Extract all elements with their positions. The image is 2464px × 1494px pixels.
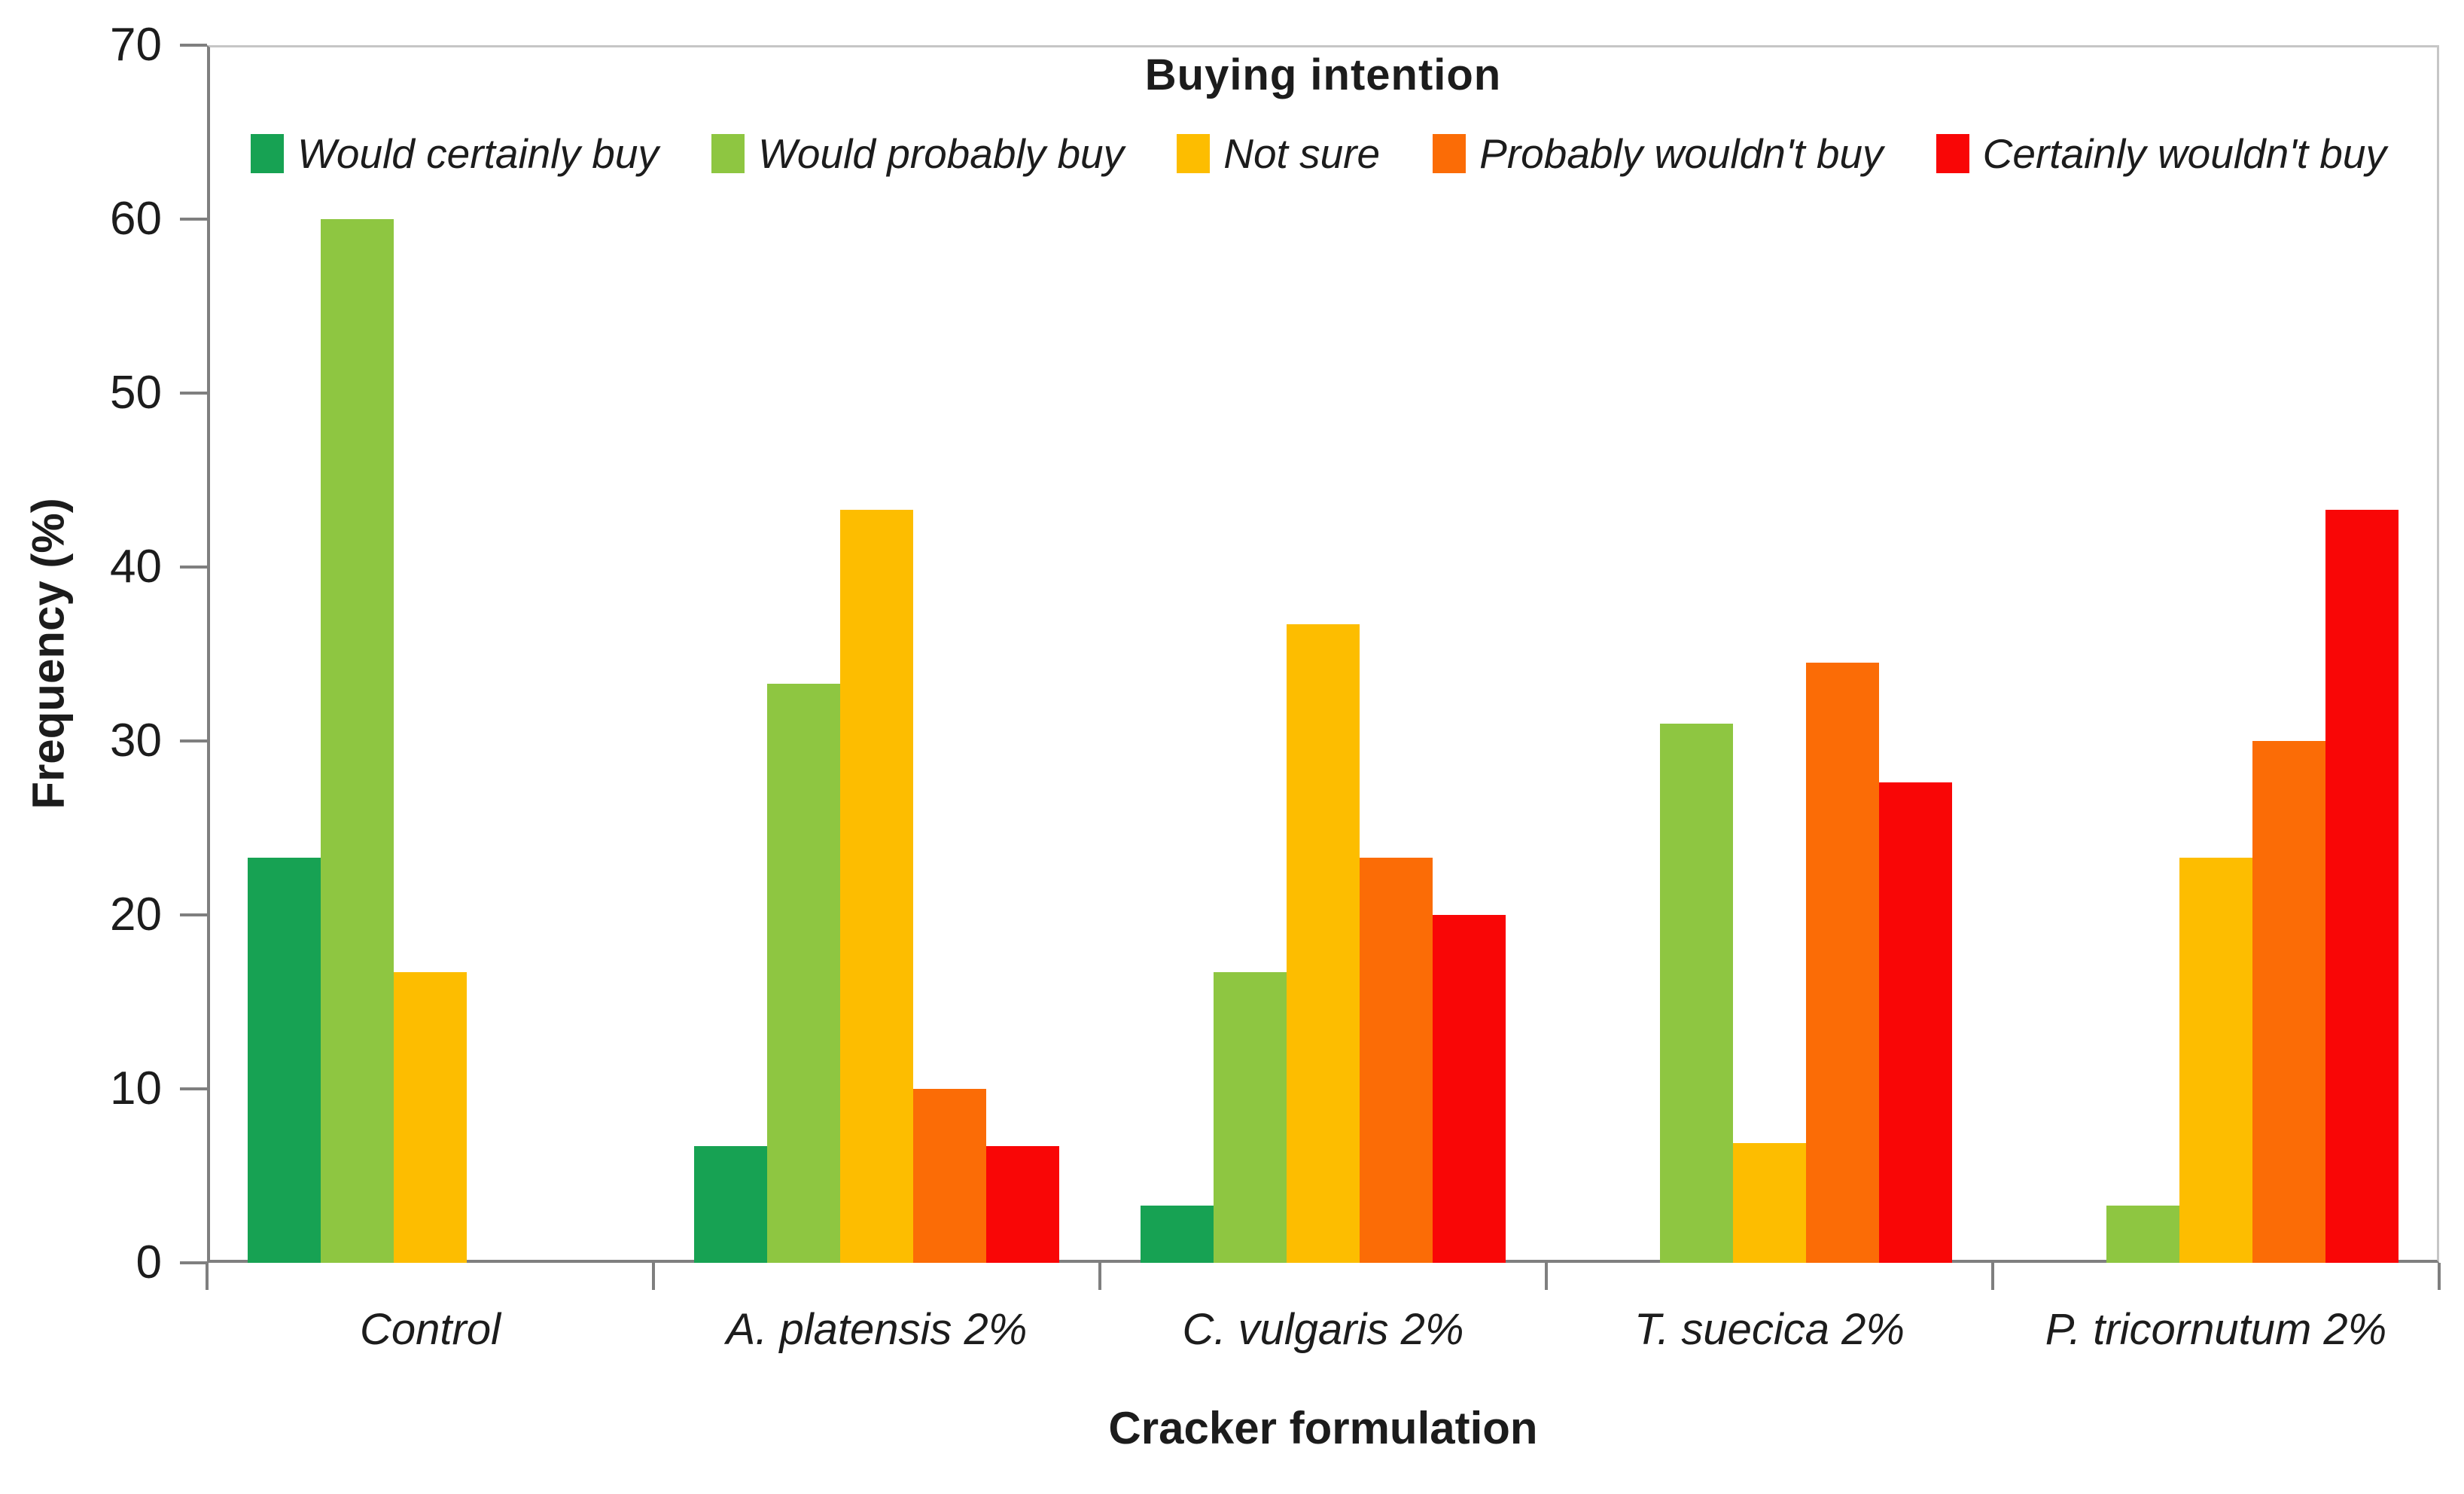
bar-would-probably-buy-p-tricornutum-2 <box>2106 1205 2179 1263</box>
x-tick-mark-0 <box>206 1263 209 1290</box>
bar-would-probably-buy-control <box>321 219 394 1263</box>
legend: Would certainly buy Would probably buy Not… <box>207 130 2439 178</box>
y-tick-label-30: 30 <box>110 715 162 767</box>
bar-certainly-wouldn-t-buy-p-tricornutum-2 <box>2325 509 2399 1263</box>
bar-would-probably-buy-c-vulgaris-2 <box>1214 972 1287 1263</box>
legend-swatch-icon <box>251 134 284 173</box>
legend-item-certainly-wouldn-t-buy: Certainly wouldn't buy <box>1936 130 2386 178</box>
legend-item-would-probably-buy: Would probably buy <box>711 130 1124 178</box>
x-tick-mark-2 <box>1098 1263 1101 1290</box>
legend-item-would-certainly-buy: Would certainly buy <box>251 130 659 178</box>
y-tick-label-0: 0 <box>136 1236 162 1288</box>
bar-not-sure-p-tricornutum-2 <box>2179 857 2252 1263</box>
legend-label: Probably wouldn't buy <box>1479 130 1884 177</box>
y-tick-mark-40 <box>180 566 207 569</box>
x-category-label-control: Control <box>360 1305 501 1354</box>
x-tick-mark-4 <box>1991 1263 1994 1290</box>
x-category-label-a-platensis-2: A. platensis 2% <box>726 1305 1028 1354</box>
y-tick-label-20: 20 <box>110 889 162 941</box>
x-tick-mark-5 <box>2438 1263 2441 1290</box>
y-tick-label-40: 40 <box>110 541 162 593</box>
bar-probably-wouldn-t-buy-c-vulgaris-2 <box>1360 857 1433 1263</box>
bar-would-certainly-buy-c-vulgaris-2 <box>1141 1205 1214 1263</box>
y-tick-mark-60 <box>180 218 207 221</box>
y-tick-label-60: 60 <box>110 193 162 245</box>
x-category-label-p-tricornutum-2: P. tricornutum 2% <box>2045 1305 2387 1354</box>
y-tick-mark-20 <box>180 913 207 916</box>
y-tick-mark-70 <box>180 44 207 47</box>
y-tick-label-10: 10 <box>110 1063 162 1114</box>
legend-item-probably-wouldn-t-buy: Probably wouldn't buy <box>1433 130 1884 178</box>
bar-certainly-wouldn-t-buy-c-vulgaris-2 <box>1433 915 1506 1263</box>
bar-not-sure-control <box>394 972 467 1263</box>
bar-not-sure-c-vulgaris-2 <box>1287 624 1360 1263</box>
y-tick-mark-0 <box>180 1261 207 1264</box>
y-tick-mark-10 <box>180 1087 207 1090</box>
x-category-label-t-suecica-2: T. suecica 2% <box>1634 1305 1905 1354</box>
bar-would-certainly-buy-a-platensis-2 <box>694 1146 767 1263</box>
y-tick-label-50: 50 <box>110 367 162 419</box>
legend-label: Not sure <box>1223 130 1381 177</box>
bar-would-probably-buy-a-platensis-2 <box>767 683 840 1263</box>
y-tick-mark-30 <box>180 739 207 742</box>
legend-swatch-icon <box>711 134 745 173</box>
legend-swatch-icon <box>1177 134 1211 173</box>
y-tick-mark-50 <box>180 392 207 395</box>
bar-probably-wouldn-t-buy-p-tricornutum-2 <box>2252 741 2325 1263</box>
legend-item-not-sure: Not sure <box>1177 130 1380 178</box>
y-tick-label-70: 70 <box>110 19 162 71</box>
legend-swatch-icon <box>1936 134 1969 173</box>
x-category-label-c-vulgaris-2: C. vulgaris 2% <box>1182 1305 1464 1354</box>
legend-label: Would probably buy <box>758 130 1125 177</box>
legend-label: Certainly wouldn't buy <box>1982 130 2386 177</box>
bar-certainly-wouldn-t-buy-a-platensis-2 <box>986 1146 1059 1263</box>
bar-not-sure-t-suecica-2 <box>1733 1142 1806 1263</box>
legend-swatch-icon <box>1433 134 1467 173</box>
x-tick-mark-3 <box>1545 1263 1548 1290</box>
x-tick-mark-1 <box>652 1263 655 1290</box>
x-axis-title: Cracker formulation <box>1108 1403 1538 1453</box>
bar-would-certainly-buy-control <box>248 857 321 1263</box>
chart-title: Buying intention <box>1144 50 1502 99</box>
bar-probably-wouldn-t-buy-t-suecica-2 <box>1806 663 1879 1263</box>
bar-certainly-wouldn-t-buy-t-suecica-2 <box>1879 782 1952 1263</box>
bar-would-probably-buy-t-suecica-2 <box>1660 723 1733 1263</box>
bar-probably-wouldn-t-buy-a-platensis-2 <box>913 1089 986 1263</box>
legend-label: Would certainly buy <box>297 130 659 177</box>
bar-not-sure-a-platensis-2 <box>840 509 913 1263</box>
